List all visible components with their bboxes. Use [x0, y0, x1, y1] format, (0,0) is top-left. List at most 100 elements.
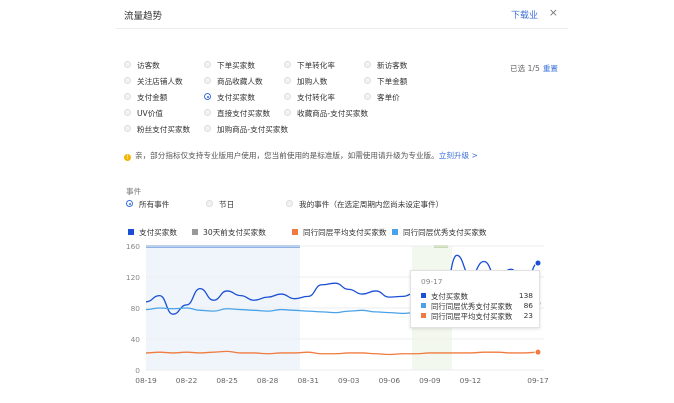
legend-swatch: [192, 229, 198, 235]
selected-count: 已选 1/5 重置: [510, 63, 558, 74]
metric-label: 支付金额: [137, 93, 168, 102]
radio-icon[interactable]: [284, 93, 291, 100]
metric-label: 加购商品-支付买家数: [217, 125, 289, 134]
radio-icon[interactable]: [204, 93, 211, 100]
x-tick-label: 09-17: [527, 376, 549, 385]
legend-item[interactable]: 30天前支付买家数: [192, 227, 266, 238]
legend-item[interactable]: 支付买家数: [128, 227, 177, 238]
radio-icon[interactable]: [124, 77, 131, 84]
radio-icon[interactable]: [206, 200, 213, 207]
radio-icon[interactable]: [286, 200, 293, 207]
x-tick-label: 08-28: [257, 376, 279, 385]
tooltip-swatch: [421, 303, 426, 308]
tooltip-row: 同行同层平均支付买家数 23: [421, 311, 533, 321]
event-option[interactable]: 我的事件（在选定周期内您尚未设定事件）: [286, 199, 443, 210]
panel-header: 流量趋势 下载业 ×: [116, 0, 568, 29]
traffic-trend-panel: 流量趋势 下载业 × 访客数 下单买家数 下单转化率 新访客数关注店铺人数 商品收藏人数…: [116, 0, 568, 403]
radio-icon[interactable]: [364, 61, 371, 68]
reset-button[interactable]: 重置: [542, 64, 559, 73]
legend-swatch: [128, 229, 134, 235]
tooltip-row: 支付买家数 138: [421, 291, 533, 301]
radio-icon[interactable]: [124, 93, 131, 100]
radio-icon[interactable]: [284, 77, 291, 84]
radio-icon[interactable]: [204, 125, 211, 132]
panel-title: 流量趋势: [124, 11, 163, 22]
warning-icon: !: [124, 154, 131, 161]
selected-count-text: 已选 1/5: [510, 64, 540, 73]
y-tick-label: 80: [131, 304, 141, 313]
tooltip-series-name: 同行同层平均支付买家数: [431, 312, 513, 321]
series-line: [145, 350, 539, 356]
metric-label: 下单买家数: [217, 61, 255, 70]
tooltip-series-value: 86: [523, 301, 533, 310]
y-tick-label: 120: [126, 273, 140, 282]
tooltip-series-value: 23: [523, 311, 533, 320]
radio-icon[interactable]: [204, 77, 211, 84]
metric-label: 客单价: [377, 93, 400, 102]
metric-label: 支付转化率: [297, 93, 335, 102]
x-tick-label: 09-12: [460, 376, 481, 385]
radio-icon[interactable]: [364, 77, 371, 84]
upgrade-link[interactable]: 立刻升级 >: [438, 151, 478, 160]
legend-label: 同行同层优秀支付买家数: [403, 228, 487, 237]
radio-icon[interactable]: [204, 61, 211, 68]
event-option[interactable]: 节日: [206, 199, 234, 210]
event-label: 所有事件: [139, 200, 170, 209]
notice-text: 亲，部分指标仅支持专业版用户使用，您当前使用的是标准版，如需使用请升级为专业版。: [135, 151, 439, 160]
x-tick-label: 09-03: [338, 376, 360, 385]
event-option[interactable]: 所有事件: [126, 199, 169, 210]
x-tick-label: 08-25: [216, 376, 238, 385]
metric-label: 直接支付买家数: [217, 109, 271, 118]
metric-label: 收藏商品-支付买家数: [297, 109, 369, 118]
x-tick-label: 08-31: [297, 376, 319, 385]
tooltip-date: 09-17: [421, 277, 443, 286]
series-last-point: [534, 348, 542, 356]
metric-label: 新访客数: [377, 61, 408, 70]
x-tick-label: 09-09: [419, 376, 441, 385]
y-tick-label: 40: [131, 335, 141, 344]
x-tick-label: 08-19: [135, 376, 157, 385]
legend-label: 30天前支付买家数: [203, 228, 266, 237]
x-tick-label: 09-06: [379, 376, 401, 385]
y-tick-label: 0: [135, 366, 140, 375]
metric-label: UV价值: [137, 109, 163, 118]
legend-item[interactable]: 同行同层优秀支付买家数: [392, 227, 487, 238]
legend-swatch: [292, 229, 298, 235]
event-label: 节日: [219, 200, 235, 209]
tooltip-series-name: 支付买家数: [431, 292, 468, 301]
chart-tooltip: 09-17 支付买家数 138 同行同层优秀支付买家数 86 同行同层平均支付买家数 23: [410, 270, 540, 328]
series-last-point: [534, 259, 542, 267]
radio-icon[interactable]: [124, 61, 131, 68]
tooltip-swatch: [421, 313, 426, 318]
legend-item[interactable]: 同行同层平均支付买家数: [292, 227, 387, 238]
legend-swatch: [392, 229, 398, 235]
radio-icon[interactable]: [364, 93, 371, 100]
radio-icon[interactable]: [124, 109, 131, 116]
upgrade-notice: ! 亲，部分指标仅支持专业版用户使用，您当前使用的是标准版，如需使用请升级为专业版…: [124, 150, 478, 161]
radio-icon[interactable]: [284, 109, 291, 116]
close-icon[interactable]: ×: [548, 6, 558, 19]
event-label: 我的事件（在选定周期内您尚未设定事件）: [299, 200, 444, 209]
tooltip-series-value: 138: [518, 291, 533, 300]
radio-icon[interactable]: [204, 109, 211, 116]
metric-label: 访客数: [137, 61, 160, 70]
metric-label: 下单金额: [377, 77, 408, 86]
metric-label: 加购人数: [297, 77, 328, 86]
tooltip-series-name: 同行同层优秀支付买家数: [431, 302, 513, 311]
metric-label: 商品收藏人数: [217, 77, 263, 86]
legend-label: 支付买家数: [139, 228, 177, 237]
download-link[interactable]: 下载业: [510, 11, 538, 21]
metric-label: 关注店铺人数: [137, 77, 183, 86]
metric-label: 支付买家数: [217, 93, 255, 102]
legend-label: 同行同层平均支付买家数: [303, 228, 387, 237]
tooltip-row: 同行同层优秀支付买家数 86: [421, 301, 533, 311]
tooltip-swatch: [421, 293, 426, 298]
events-label: 事件: [126, 187, 142, 196]
x-tick-label: 08-22: [176, 376, 197, 385]
radio-icon[interactable]: [124, 125, 131, 132]
trend-chart: 0 40 80 120 160 08-19 08-22 08-25 08-28 08-31 09-0…: [126, 242, 549, 385]
metric-label: 下单转化率: [297, 61, 335, 70]
radio-icon[interactable]: [284, 61, 291, 68]
metric-label: 粉丝支付买家数: [137, 125, 191, 134]
radio-icon[interactable]: [126, 200, 133, 207]
